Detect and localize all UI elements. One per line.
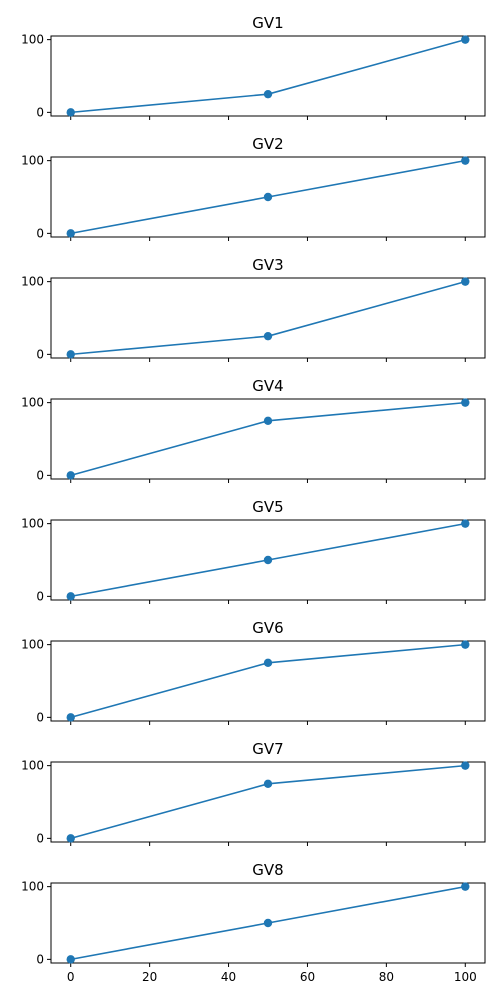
subplot-3-ytick-label-100: 100 <box>21 275 44 289</box>
subplot-3-point-2 <box>263 331 273 341</box>
subplot-5-point-2 <box>263 555 273 565</box>
subplot-3-series-line <box>70 280 466 356</box>
subplot-2-point-3 <box>461 156 470 165</box>
subplot-7-ytick-label-0: 0 <box>36 831 44 845</box>
subplot-5-axes <box>50 519 486 601</box>
subplot-5-point-1 <box>66 592 75 601</box>
subplot-8-point-1 <box>66 955 75 964</box>
subplot-7-ytick-label-100: 100 <box>21 759 44 773</box>
subplot-3-title: GV3 <box>252 256 283 274</box>
subplot-4-axes <box>50 398 486 480</box>
subplot-4-point-1 <box>66 471 75 480</box>
subplot-7-point-1 <box>66 834 75 843</box>
subplot-1-point-1 <box>66 108 75 117</box>
subplot-2-point-1 <box>66 229 75 238</box>
subplot-1-ytick-label-0: 0 <box>36 105 44 119</box>
subplot-1-title: GV1 <box>252 14 283 32</box>
subplot-8-title: GV8 <box>252 861 283 879</box>
subplot-4-title: GV4 <box>252 377 283 395</box>
subplot-3-ytick-label-0: 0 <box>36 347 44 361</box>
subplot-8-point-2 <box>263 918 273 928</box>
subplot-6-axes <box>50 640 486 722</box>
subplot-1-point-3 <box>461 35 470 44</box>
subplot-3-point-1 <box>66 350 75 359</box>
subplot-6-ytick-label-100: 100 <box>21 638 44 652</box>
subplot-2-title: GV2 <box>252 135 283 153</box>
subplot-4-point-3 <box>461 398 470 407</box>
subplot-2-point-2 <box>263 192 273 202</box>
subplot-8-xtick-label-20: 20 <box>142 970 157 984</box>
subplot-8-axes <box>50 882 486 964</box>
subplot-6-title: GV6 <box>252 619 283 637</box>
subplot-4-ytick-label-100: 100 <box>21 396 44 410</box>
subplot-7-point-2 <box>263 779 273 789</box>
subplot-3-axes <box>50 277 486 359</box>
subplot-4-ytick-label-0: 0 <box>36 468 44 482</box>
subplot-1-ytick-label-100: 100 <box>21 33 44 47</box>
subplot-7-title: GV7 <box>252 740 283 758</box>
subplot-4-point-2 <box>263 416 273 426</box>
subplot-6-ytick-label-0: 0 <box>36 710 44 724</box>
subplot-5-point-3 <box>461 519 470 528</box>
subplot-3-point-3 <box>461 277 470 286</box>
subplot-5-ytick-label-0: 0 <box>36 589 44 603</box>
subplot-8-xtick-label-100: 100 <box>454 970 477 984</box>
subplot-1-axes <box>50 35 486 117</box>
subplot-8-xtick-label-0: 0 <box>67 970 75 984</box>
subplot-1-series-line <box>70 38 466 114</box>
subplot-8-ytick-label-100: 100 <box>21 880 44 894</box>
subplot-6-point-2 <box>263 658 273 668</box>
subplot-7-series-line <box>70 764 466 840</box>
subplot-5-title: GV5 <box>252 498 283 516</box>
subplot-6-series-line <box>70 643 466 719</box>
subplot-8-xtick-label-40: 40 <box>221 970 236 984</box>
subplot-7-axes <box>50 761 486 843</box>
subplot-2-axes <box>50 156 486 238</box>
subplot-7-point-3 <box>461 761 470 770</box>
subplot-8-xtick-label-80: 80 <box>379 970 394 984</box>
subplot-8-xtick-label-60: 60 <box>300 970 315 984</box>
subplot-8-ytick-label-0: 0 <box>36 952 44 966</box>
subplot-2-ytick-label-100: 100 <box>21 154 44 168</box>
subplot-4-series-line <box>70 401 466 477</box>
subplot-8-point-3 <box>461 882 470 891</box>
subplot-1-point-2 <box>263 89 273 99</box>
subplot-6-point-1 <box>66 713 75 722</box>
subplot-2-ytick-label-0: 0 <box>36 226 44 240</box>
subplot-5-ytick-label-100: 100 <box>21 517 44 531</box>
subplot-6-point-3 <box>461 640 470 649</box>
